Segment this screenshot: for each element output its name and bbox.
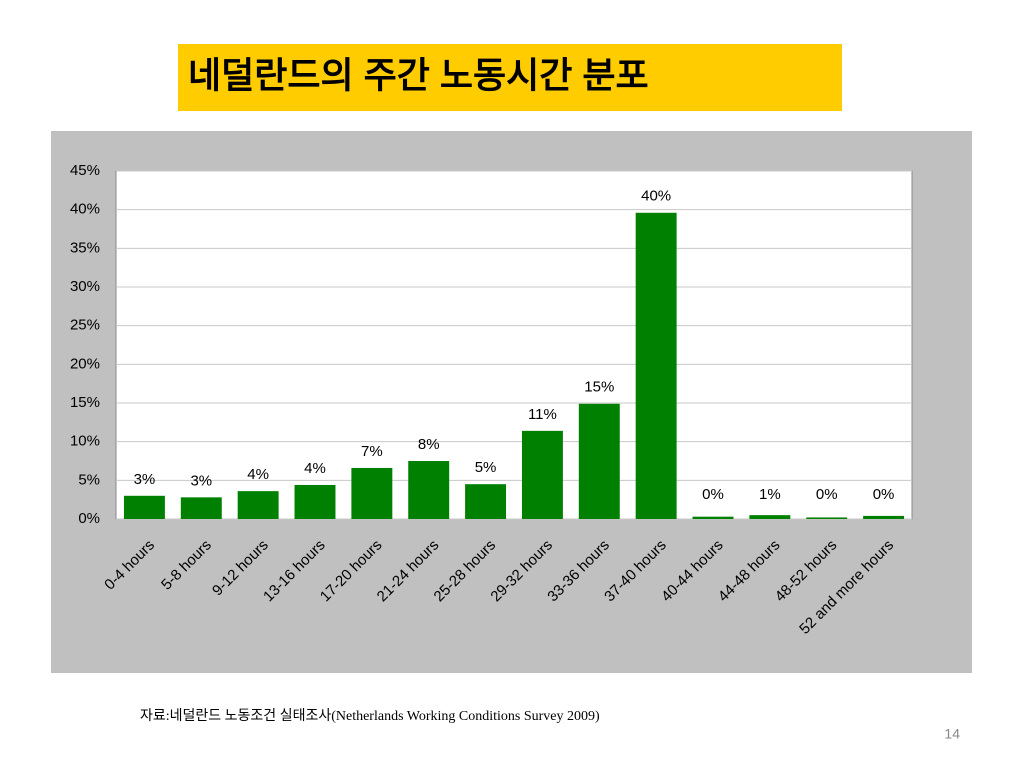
source-note: 자료:네덜란드 노동조건 실태조사(Netherlands Working Co… (140, 708, 600, 724)
data-label: 7% (361, 443, 383, 460)
bar (578, 403, 620, 519)
y-tick-label: 10% (70, 433, 100, 450)
data-label: 11% (528, 406, 557, 423)
bar (863, 515, 905, 519)
y-tick-label: 5% (78, 471, 100, 488)
bar (635, 212, 677, 519)
data-label: 0% (873, 486, 895, 503)
bar (351, 467, 393, 519)
bar (521, 430, 563, 519)
bar (237, 491, 279, 519)
bar (692, 516, 734, 519)
y-tick-label: 45% (70, 162, 100, 179)
y-tick-label: 30% (70, 278, 100, 295)
data-label: 0% (702, 486, 724, 503)
data-label: 3% (190, 472, 212, 489)
data-label: 4% (247, 466, 269, 483)
bar (806, 517, 848, 519)
data-label: 0% (816, 486, 838, 503)
bar (465, 484, 507, 519)
title-box (178, 44, 842, 111)
data-label: 8% (418, 436, 440, 453)
bar (294, 484, 336, 519)
slide-title: 네덜란드의 주간 노동시간 분포 (188, 55, 649, 96)
page-number: 14 (944, 726, 960, 742)
data-label: 1% (759, 486, 781, 503)
data-label: 4% (304, 460, 326, 477)
bar (123, 495, 165, 519)
y-tick-label: 25% (70, 317, 100, 334)
bar (408, 461, 450, 519)
bar (749, 515, 791, 519)
y-tick-label: 15% (70, 394, 100, 411)
y-tick-label: 40% (70, 201, 100, 218)
data-label: 5% (475, 459, 497, 476)
data-label: 40% (641, 188, 671, 205)
y-tick-label: 0% (78, 510, 100, 527)
data-label: 15% (584, 379, 614, 396)
data-label: 3% (134, 471, 156, 488)
plot-area (115, 170, 913, 520)
bar (180, 497, 222, 519)
y-tick-label: 35% (70, 239, 100, 256)
y-tick-label: 20% (70, 355, 100, 372)
